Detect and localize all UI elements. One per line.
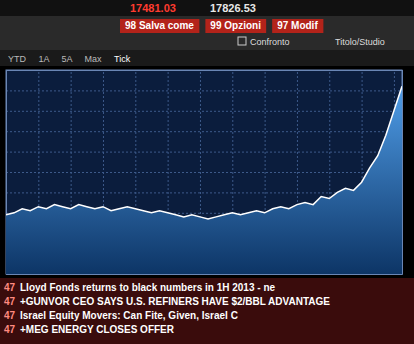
news-time[interactable]: 47 bbox=[4, 296, 16, 307]
y-grid-line bbox=[6, 131, 402, 132]
button-label[interactable]: 97 Modif bbox=[277, 20, 318, 31]
toolbar bbox=[0, 16, 414, 50]
button-bg[interactable] bbox=[272, 19, 323, 33]
line bbox=[6, 86, 402, 219]
tab[interactable]: Tick bbox=[114, 54, 131, 64]
y-tick bbox=[6, 90, 402, 91]
tab[interactable]: Max bbox=[85, 54, 103, 64]
y-tick bbox=[6, 131, 402, 132]
tab[interactable]: YTD bbox=[8, 54, 27, 64]
button-bg[interactable] bbox=[120, 19, 199, 33]
study-label[interactable]: Titolo/Studio bbox=[335, 37, 385, 47]
tab[interactable]: 1A bbox=[39, 54, 50, 64]
header-value: 17481.03 bbox=[130, 2, 176, 14]
compare-label[interactable]: Confronto bbox=[250, 37, 290, 47]
header-value: 17826.53 bbox=[210, 2, 256, 14]
x-axis-line bbox=[7, 70, 403, 275]
tab-bar bbox=[0, 50, 414, 66]
toolbar-button[interactable]: 99 Opzioni bbox=[205, 19, 266, 33]
news-headline[interactable]: Israel Equity Movers: Can Fite, Given, I… bbox=[20, 310, 238, 321]
button-bg[interactable] bbox=[205, 19, 266, 33]
y-axis bbox=[6, 71, 402, 275]
y-axis-line bbox=[7, 71, 403, 275]
y-tick bbox=[6, 111, 402, 112]
y-grid-line bbox=[6, 90, 402, 91]
data-layer bbox=[6, 86, 402, 274]
x-axis bbox=[7, 70, 403, 275]
y-grid-line bbox=[6, 111, 402, 112]
top-bar bbox=[0, 0, 414, 16]
y-tick bbox=[6, 172, 402, 173]
screen: 17481.03 17826.53 98 Salva come 99 Opzioni 9… bbox=[0, 0, 414, 344]
checkbox[interactable] bbox=[238, 37, 246, 45]
area bbox=[6, 86, 402, 274]
button-label[interactable]: 99 Opzioni bbox=[210, 20, 261, 31]
news-headline[interactable]: +MEG ENERGY CLOSES OFFER bbox=[20, 324, 175, 335]
news-time[interactable]: 47 bbox=[4, 324, 16, 335]
toolbar-button[interactable]: 98 Salva come bbox=[120, 19, 199, 33]
plot-frame bbox=[6, 70, 402, 274]
y-tick bbox=[6, 152, 402, 153]
toolbar-button[interactable]: 97 Modif bbox=[272, 19, 323, 33]
y-grid-line bbox=[6, 152, 402, 153]
news-panel bbox=[0, 278, 414, 344]
plot-background bbox=[6, 70, 402, 274]
button-label[interactable]: 98 Salva come bbox=[125, 20, 194, 31]
tab[interactable]: 5A bbox=[62, 54, 73, 64]
news-headline[interactable]: Lloyd Fonds returns to black numbers in … bbox=[20, 282, 275, 293]
y-grid-line bbox=[6, 172, 402, 173]
news-time[interactable]: 47 bbox=[4, 310, 16, 321]
news-time[interactable]: 47 bbox=[4, 282, 16, 293]
news-headline[interactable]: +GUNVOR CEO SAYS U.S. REFINERS HAVE $2/B… bbox=[20, 296, 330, 307]
